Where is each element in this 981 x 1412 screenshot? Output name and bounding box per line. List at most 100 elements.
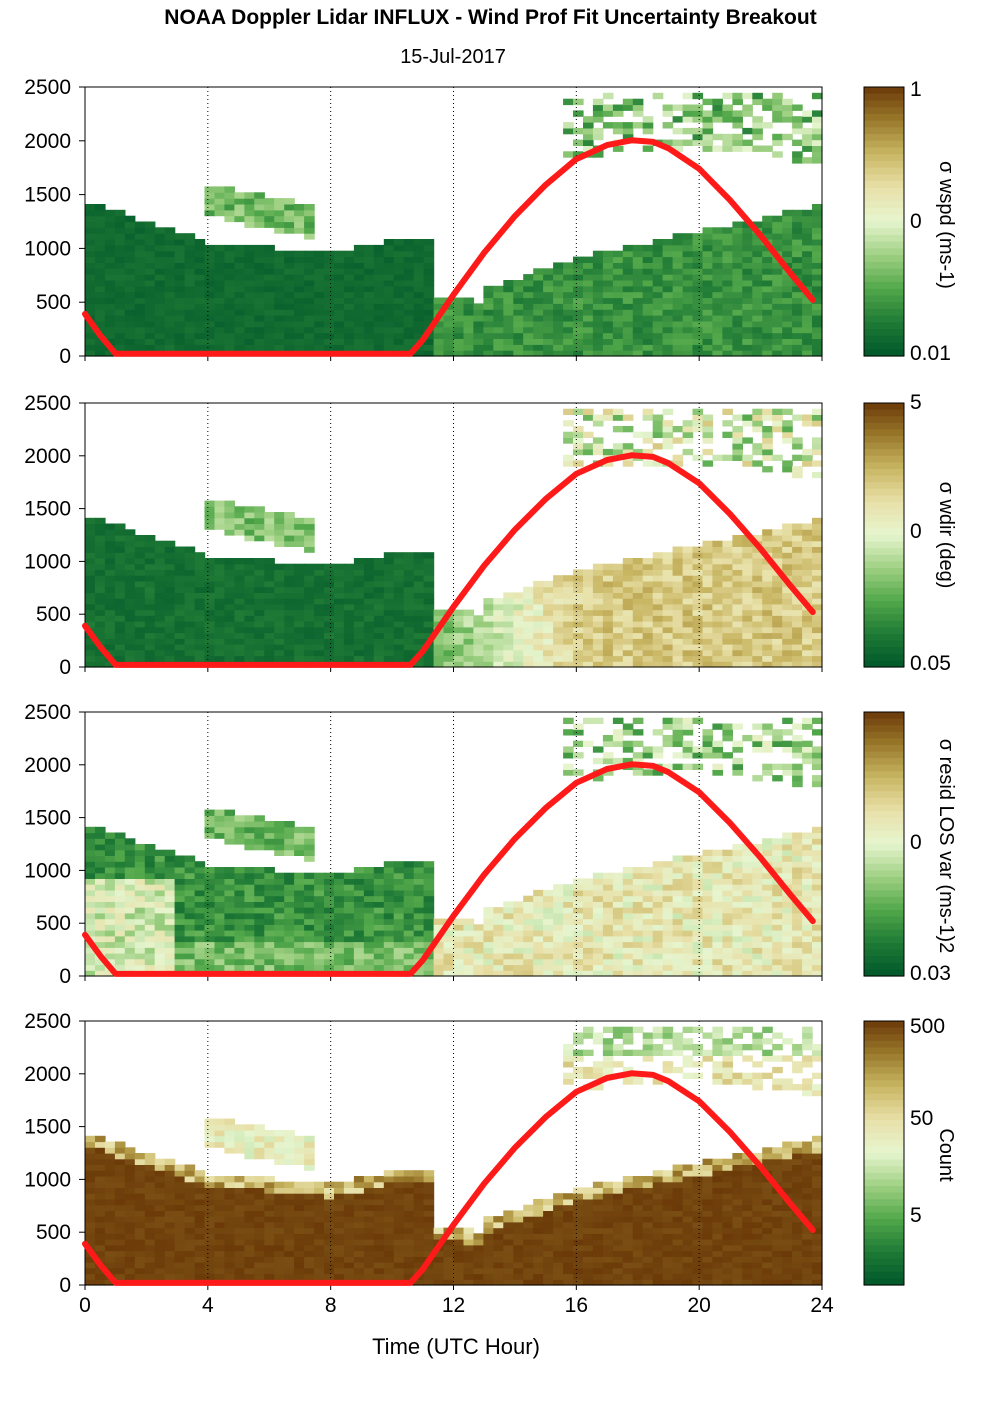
heatmap-cell [204,250,216,258]
heatmap-cell [85,953,96,960]
heatmap-cell [812,215,823,223]
heatmap-cell [573,769,584,776]
heatmap-cell [363,912,375,920]
heatmap-cell [95,338,106,345]
heatmap-cell [672,907,684,914]
heatmap-cell [104,250,116,258]
heatmap-cell [244,221,255,228]
heatmap-cell [264,198,275,205]
heatmap-cell [612,291,624,299]
heatmap-cell [324,621,335,628]
heatmap-cell [284,540,295,547]
heatmap-cell [393,563,405,570]
heatmap-cell [174,907,186,914]
heatmap-cell [642,953,654,960]
heatmap-cell [114,649,126,657]
heatmap-cell [353,598,365,605]
heatmap-cell [722,303,733,310]
heatmap-cell [533,901,544,908]
heatmap-cell [563,603,574,611]
heatmap-cell [772,215,783,223]
heatmap-cell [792,763,803,770]
heatmap-cell [762,935,773,943]
heatmap-cell [114,209,126,217]
heatmap-cell [652,964,664,971]
heatmap-cell [652,752,664,759]
heatmap-cell [672,924,684,931]
heatmap-cell [692,256,704,263]
heatmap-cell [304,274,315,281]
heatmap-cell [742,552,753,559]
heatmap-cell [553,575,564,582]
heatmap-cell [104,626,116,634]
heatmap-cell [353,580,365,588]
heatmap-cell [742,958,753,966]
heatmap-cell [304,250,315,258]
heatmap-cell [453,661,465,668]
heatmap-cell [254,285,265,293]
heatmap-cell [782,535,793,542]
heatmap-cell [433,649,445,657]
heatmap-cell [702,350,714,357]
heatmap-cell [692,889,704,897]
heatmap-cell [662,315,674,322]
heatmap-cell [224,809,235,816]
heatmap-cell [553,603,564,611]
heatmap-cell [85,546,96,553]
heatmap-cell [244,563,255,570]
heatmap-cell [264,326,275,334]
heatmap-cell [792,221,803,228]
heatmap-cell [284,332,295,339]
heatmap-cell [184,649,196,657]
heatmap-cell [762,644,773,651]
heatmap-cell [573,964,584,971]
heatmap-cell [353,935,365,943]
heatmap-cell [722,953,733,960]
colorbar-segment [864,568,904,576]
heatmap-cell [812,127,823,135]
heatmap-cell [463,924,475,931]
heatmap-cell [85,918,96,925]
heatmap-cell [154,964,166,971]
heatmap-cell [503,280,514,287]
heatmap-cell [622,867,634,874]
heatmap-cell [533,970,544,977]
heatmap-cell [234,303,245,310]
heatmap-cell [592,569,604,576]
heatmap-cell [353,649,365,657]
heatmap-cell [254,309,265,316]
heatmap-cell [732,757,743,765]
heatmap-cell [423,262,435,269]
heatmap-cell [413,558,425,565]
heatmap-cell [692,941,704,948]
heatmap-cell [493,309,504,316]
heatmap-cell [174,918,186,925]
colorbar-segment [864,268,904,276]
heatmap-cell [602,460,614,467]
heatmap-cell [423,569,435,576]
heatmap-cell [353,655,365,662]
heatmap-cell [762,838,773,845]
heatmap-cell [573,256,584,263]
heatmap-cell [134,964,146,971]
heatmap-cell [692,861,704,868]
heatmap-cell [95,632,106,639]
heatmap-cell [742,621,753,628]
heatmap-cell [752,145,763,152]
heatmap-cell [114,262,126,269]
heatmap-cell [304,918,315,925]
heatmap-cell [114,227,126,234]
heatmap-cell [144,535,156,542]
heatmap-cell [284,649,295,657]
heatmap-cell [612,563,624,570]
heatmap-cell [672,661,684,668]
heatmap-cell [742,315,753,322]
heatmap-cell [762,414,773,421]
heatmap-cell [732,250,743,258]
heatmap-cell [563,315,574,322]
heatmap-cell [224,256,235,263]
heatmap-cell [772,609,783,616]
heatmap-cell [563,953,574,960]
heatmap-cell [632,104,644,111]
heatmap-cell [782,280,793,287]
